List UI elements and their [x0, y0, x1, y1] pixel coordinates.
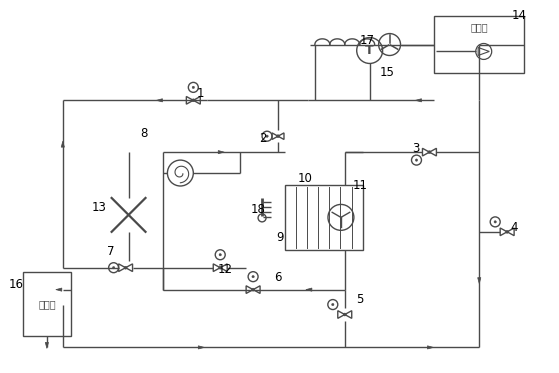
Bar: [23, 272, 71, 336]
Circle shape: [277, 135, 280, 138]
Polygon shape: [198, 346, 204, 349]
Text: 3: 3: [412, 142, 419, 155]
Circle shape: [219, 254, 221, 256]
Polygon shape: [306, 288, 312, 291]
Polygon shape: [428, 346, 433, 349]
Text: 13: 13: [91, 201, 106, 214]
Circle shape: [192, 86, 195, 88]
Text: 10: 10: [297, 172, 312, 185]
Text: 15: 15: [380, 66, 395, 79]
Circle shape: [331, 303, 334, 306]
Text: 18: 18: [250, 203, 266, 216]
Circle shape: [252, 276, 254, 278]
Bar: [434, 16, 524, 73]
Text: 储液筱: 储液筱: [471, 23, 488, 32]
Polygon shape: [218, 151, 224, 154]
Circle shape: [252, 288, 254, 291]
Text: 6: 6: [274, 271, 282, 284]
Text: 8: 8: [140, 127, 147, 140]
Circle shape: [494, 221, 496, 223]
Text: 14: 14: [511, 9, 527, 22]
Circle shape: [415, 159, 418, 161]
Polygon shape: [415, 99, 421, 102]
Text: 9: 9: [276, 231, 284, 244]
Text: T: T: [366, 44, 374, 57]
Circle shape: [219, 266, 222, 269]
Circle shape: [124, 266, 127, 269]
Text: 16: 16: [8, 278, 23, 291]
Text: 5: 5: [356, 293, 363, 306]
Polygon shape: [56, 288, 62, 291]
Text: 12: 12: [217, 263, 233, 276]
Circle shape: [428, 151, 431, 154]
Text: 2: 2: [259, 132, 267, 145]
Text: 热负载: 热负载: [38, 299, 56, 309]
Text: 1: 1: [197, 87, 204, 100]
Circle shape: [506, 231, 509, 233]
Text: 7: 7: [107, 245, 115, 258]
Circle shape: [112, 266, 115, 269]
Circle shape: [343, 313, 346, 316]
Text: 17: 17: [360, 34, 375, 47]
Polygon shape: [477, 278, 481, 283]
Bar: [285, 185, 363, 250]
Polygon shape: [45, 342, 49, 348]
Text: 4: 4: [510, 221, 518, 234]
Text: 11: 11: [352, 179, 367, 191]
Circle shape: [192, 99, 195, 102]
Polygon shape: [61, 141, 64, 147]
Circle shape: [266, 135, 268, 137]
Polygon shape: [157, 99, 163, 102]
